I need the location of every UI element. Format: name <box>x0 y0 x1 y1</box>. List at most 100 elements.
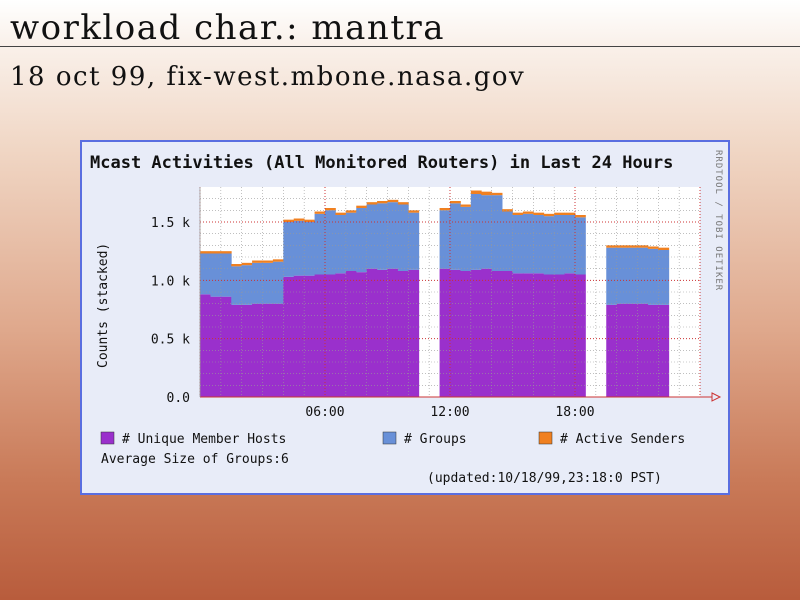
area-groups-bar <box>200 253 211 295</box>
x-tick-label: 18:00 <box>555 405 594 420</box>
area-senders-bar <box>637 245 649 248</box>
area-senders-bar <box>345 210 357 213</box>
legend-label-groups: # Groups <box>404 432 467 447</box>
area-senders-bar <box>481 191 493 196</box>
area-senders-bar <box>627 245 638 248</box>
legend-label-hosts: # Unique Member Hosts <box>122 432 286 447</box>
area-hosts-bar <box>377 269 388 397</box>
area-senders-bar <box>543 213 555 217</box>
chart-svg: Mcast Activities (All Monitored Routers)… <box>90 150 723 486</box>
updated-timestamp: (updated:10/18/99,23:18:0 PST) <box>427 471 662 486</box>
area-senders-bar <box>658 247 670 250</box>
area-senders-bar <box>554 212 565 215</box>
area-groups-bar <box>387 202 399 269</box>
area-hosts-bar <box>325 274 336 397</box>
area-hosts-bar <box>522 273 534 397</box>
area-senders-bar <box>408 210 420 213</box>
area-senders-bar <box>325 208 336 211</box>
legend-swatch-groups <box>382 431 397 445</box>
area-senders-bar <box>502 209 513 212</box>
area-hosts-bar <box>460 271 472 397</box>
slide-title: workload char.: mantra <box>10 8 446 48</box>
average-group-size: Average Size of Groups:6 <box>101 452 289 467</box>
area-groups-bar <box>543 216 555 275</box>
slide-subtitle: 18 oct 99, fix-west.mbone.nasa.gov <box>10 62 526 92</box>
y-tick-label: 0.5 k <box>151 333 190 348</box>
area-hosts-bar <box>564 273 576 397</box>
chart-title: Mcast Activities (All Monitored Routers)… <box>90 153 673 173</box>
axis-ticks: 0.0 0.5 k 1.0 k 1.5 k 06:00 12:00 18:00 <box>151 216 595 420</box>
area-senders-bar <box>491 192 503 196</box>
area-senders-bar <box>616 245 628 248</box>
area-hosts-bar <box>658 304 670 397</box>
area-groups-bar <box>366 204 378 269</box>
area-groups-bar <box>637 247 649 304</box>
area-groups-bar <box>470 194 482 270</box>
area-groups-bar <box>627 247 638 304</box>
area-senders-bar <box>377 201 388 204</box>
y-axis-label: Counts (stacked) <box>96 243 111 368</box>
grid-lines <box>199 187 722 402</box>
y-tick-label: 0.0 <box>167 391 190 406</box>
area-groups-bar <box>272 261 284 304</box>
area-groups-bar <box>241 265 253 305</box>
area-groups-bar <box>220 253 232 297</box>
area-groups-bar <box>335 215 347 274</box>
x-axis-arrow <box>711 392 722 402</box>
x-tick-label: 12:00 <box>430 405 469 420</box>
legend-swatch-senders <box>538 431 553 445</box>
area-groups-bar <box>356 208 368 273</box>
area-hosts-bar <box>450 269 461 397</box>
area-groups-bar <box>325 210 336 275</box>
area-hosts-bar <box>314 274 326 397</box>
area-hosts-bar <box>231 304 243 397</box>
area-groups-bar <box>377 203 388 270</box>
area-hosts-bar <box>210 296 222 397</box>
area-hosts-bar <box>335 273 347 397</box>
area-senders-bar <box>470 190 482 194</box>
area-hosts-bar <box>304 275 315 397</box>
area-groups-bar <box>502 211 513 271</box>
area-senders-bar <box>522 211 534 214</box>
area-senders-bar <box>606 245 618 248</box>
area-hosts-bar <box>502 271 513 397</box>
area-groups-bar <box>533 215 545 274</box>
area-groups-bar <box>647 248 659 305</box>
area-hosts-bar <box>397 271 409 397</box>
area-hosts-bar <box>481 268 493 397</box>
area-senders-bar <box>575 215 586 218</box>
y-tick-label: 1.0 k <box>151 274 190 289</box>
area-groups-bar <box>345 212 357 271</box>
area-hosts-bar <box>283 276 295 397</box>
area-senders-bar <box>450 201 461 204</box>
area-groups-bar <box>252 262 263 304</box>
area-groups-bar <box>304 222 315 276</box>
area-hosts-bar <box>575 274 586 397</box>
x-tick-label: 06:00 <box>305 405 344 420</box>
area-groups-bar <box>283 222 295 277</box>
chart-panel: Mcast Activities (All Monitored Routers)… <box>80 140 730 495</box>
area-hosts-bar <box>293 275 305 397</box>
area-hosts-bar <box>408 269 420 397</box>
area-senders-bar <box>356 205 368 208</box>
area-groups-bar <box>293 220 305 276</box>
area-groups-bar <box>262 262 274 304</box>
area-groups-bar <box>616 247 628 304</box>
area-hosts-bar <box>606 304 618 397</box>
area-groups-bar <box>439 210 451 269</box>
area-senders-bar <box>335 212 347 215</box>
area-senders-bar <box>241 262 253 266</box>
rrdtool-watermark: RRDTOOL / TOBI OETIKER <box>713 150 723 291</box>
area-hosts-bar <box>554 274 565 397</box>
area-groups-bar <box>575 217 586 275</box>
area-hosts-bar <box>512 273 524 397</box>
area-senders-bar <box>293 218 305 221</box>
area-hosts-bar <box>543 274 555 397</box>
area-groups-bar <box>658 250 670 305</box>
legend-label-senders: # Active Senders <box>560 432 685 447</box>
area-senders-bar <box>314 211 326 214</box>
area-senders-bar <box>439 208 451 211</box>
area-senders-bar <box>397 202 409 205</box>
area-senders-bar <box>366 202 378 205</box>
area-hosts-bar <box>241 304 253 397</box>
